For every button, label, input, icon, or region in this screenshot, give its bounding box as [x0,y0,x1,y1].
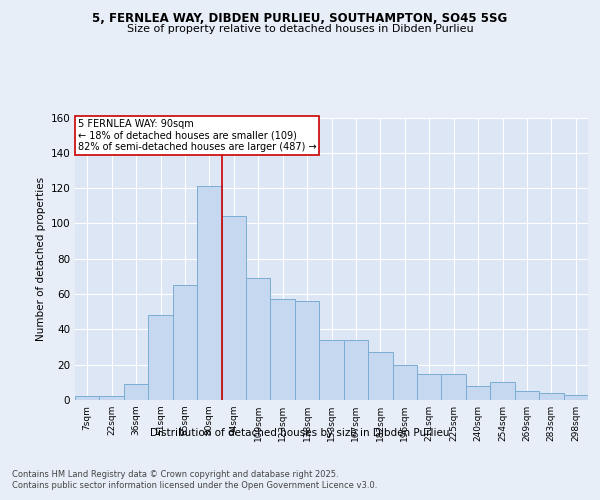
Bar [466,386,490,400]
Bar [368,352,392,400]
Bar [490,382,515,400]
Bar [271,300,295,400]
Text: 5 FERNLEA WAY: 90sqm
← 18% of detached houses are smaller (109)
82% of semi-deta: 5 FERNLEA WAY: 90sqm ← 18% of detached h… [77,119,316,152]
Bar [539,393,563,400]
Bar [515,391,539,400]
Text: 5, FERNLEA WAY, DIBDEN PURLIEU, SOUTHAMPTON, SO45 5SG: 5, FERNLEA WAY, DIBDEN PURLIEU, SOUTHAMP… [92,12,508,26]
Text: Contains public sector information licensed under the Open Government Licence v3: Contains public sector information licen… [12,481,377,490]
Text: Distribution of detached houses by size in Dibden Purlieu: Distribution of detached houses by size … [150,428,450,438]
Bar [295,301,319,400]
Bar [221,216,246,400]
Y-axis label: Number of detached properties: Number of detached properties [36,176,46,341]
Bar [417,374,442,400]
Bar [124,384,148,400]
Bar [197,186,221,400]
Bar [100,396,124,400]
Bar [246,278,271,400]
Bar [148,316,173,400]
Bar [75,396,100,400]
Text: Contains HM Land Registry data © Crown copyright and database right 2025.: Contains HM Land Registry data © Crown c… [12,470,338,479]
Bar [442,374,466,400]
Bar [392,364,417,400]
Text: Size of property relative to detached houses in Dibden Purlieu: Size of property relative to detached ho… [127,24,473,34]
Bar [563,394,588,400]
Bar [344,340,368,400]
Bar [173,285,197,400]
Bar [319,340,344,400]
